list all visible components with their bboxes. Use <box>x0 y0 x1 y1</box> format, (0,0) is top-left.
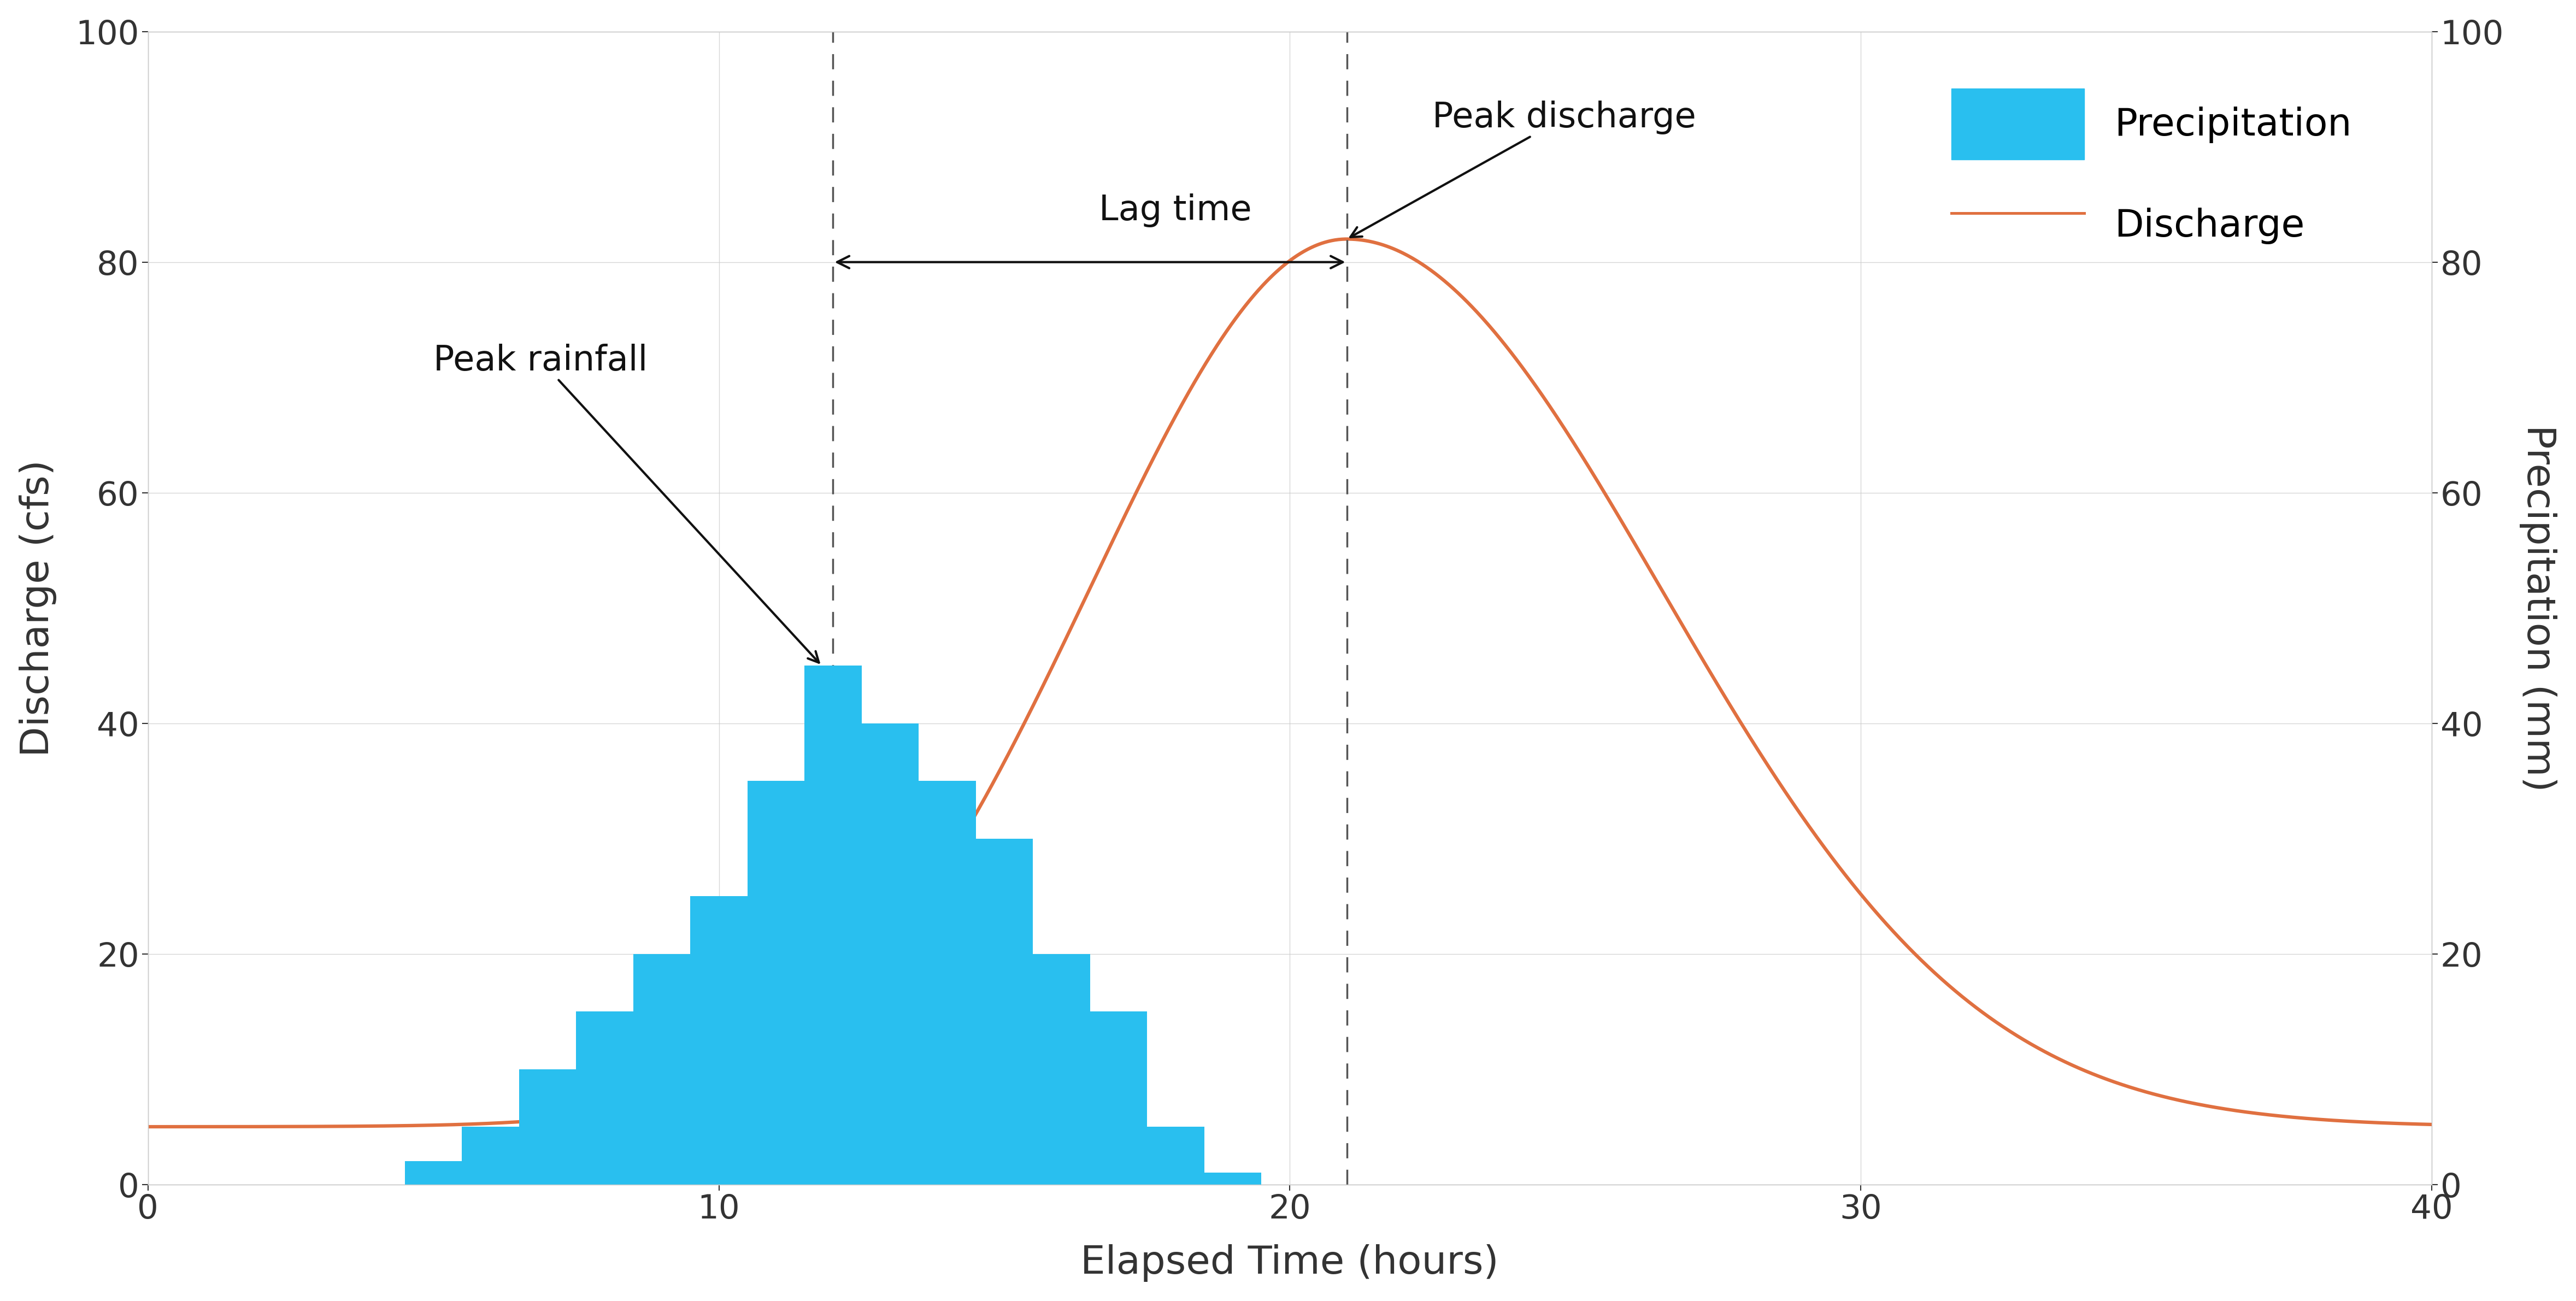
Bar <box>1033 954 1090 1184</box>
Bar <box>1146 1127 1203 1184</box>
Bar <box>461 1127 518 1184</box>
Bar <box>860 723 920 1184</box>
Bar <box>404 1162 461 1184</box>
Text: Lag time: Lag time <box>1100 194 1252 228</box>
Bar <box>976 839 1033 1184</box>
Text: Peak rainfall: Peak rainfall <box>433 343 819 662</box>
Text: Peak discharge: Peak discharge <box>1350 100 1698 237</box>
Y-axis label: Precipitation (mm): Precipitation (mm) <box>2519 424 2558 791</box>
Bar <box>1203 1174 1262 1184</box>
Bar <box>804 666 860 1184</box>
Bar <box>634 954 690 1184</box>
Legend: Precipitation, Discharge: Precipitation, Discharge <box>1914 51 2391 299</box>
Bar <box>1090 1011 1146 1184</box>
Bar <box>577 1011 634 1184</box>
Bar <box>747 781 804 1184</box>
X-axis label: Elapsed Time (hours): Elapsed Time (hours) <box>1079 1244 1499 1281</box>
Bar <box>690 896 747 1184</box>
Bar <box>518 1069 577 1184</box>
Y-axis label: Discharge (cfs): Discharge (cfs) <box>18 459 57 756</box>
Bar <box>920 781 976 1184</box>
